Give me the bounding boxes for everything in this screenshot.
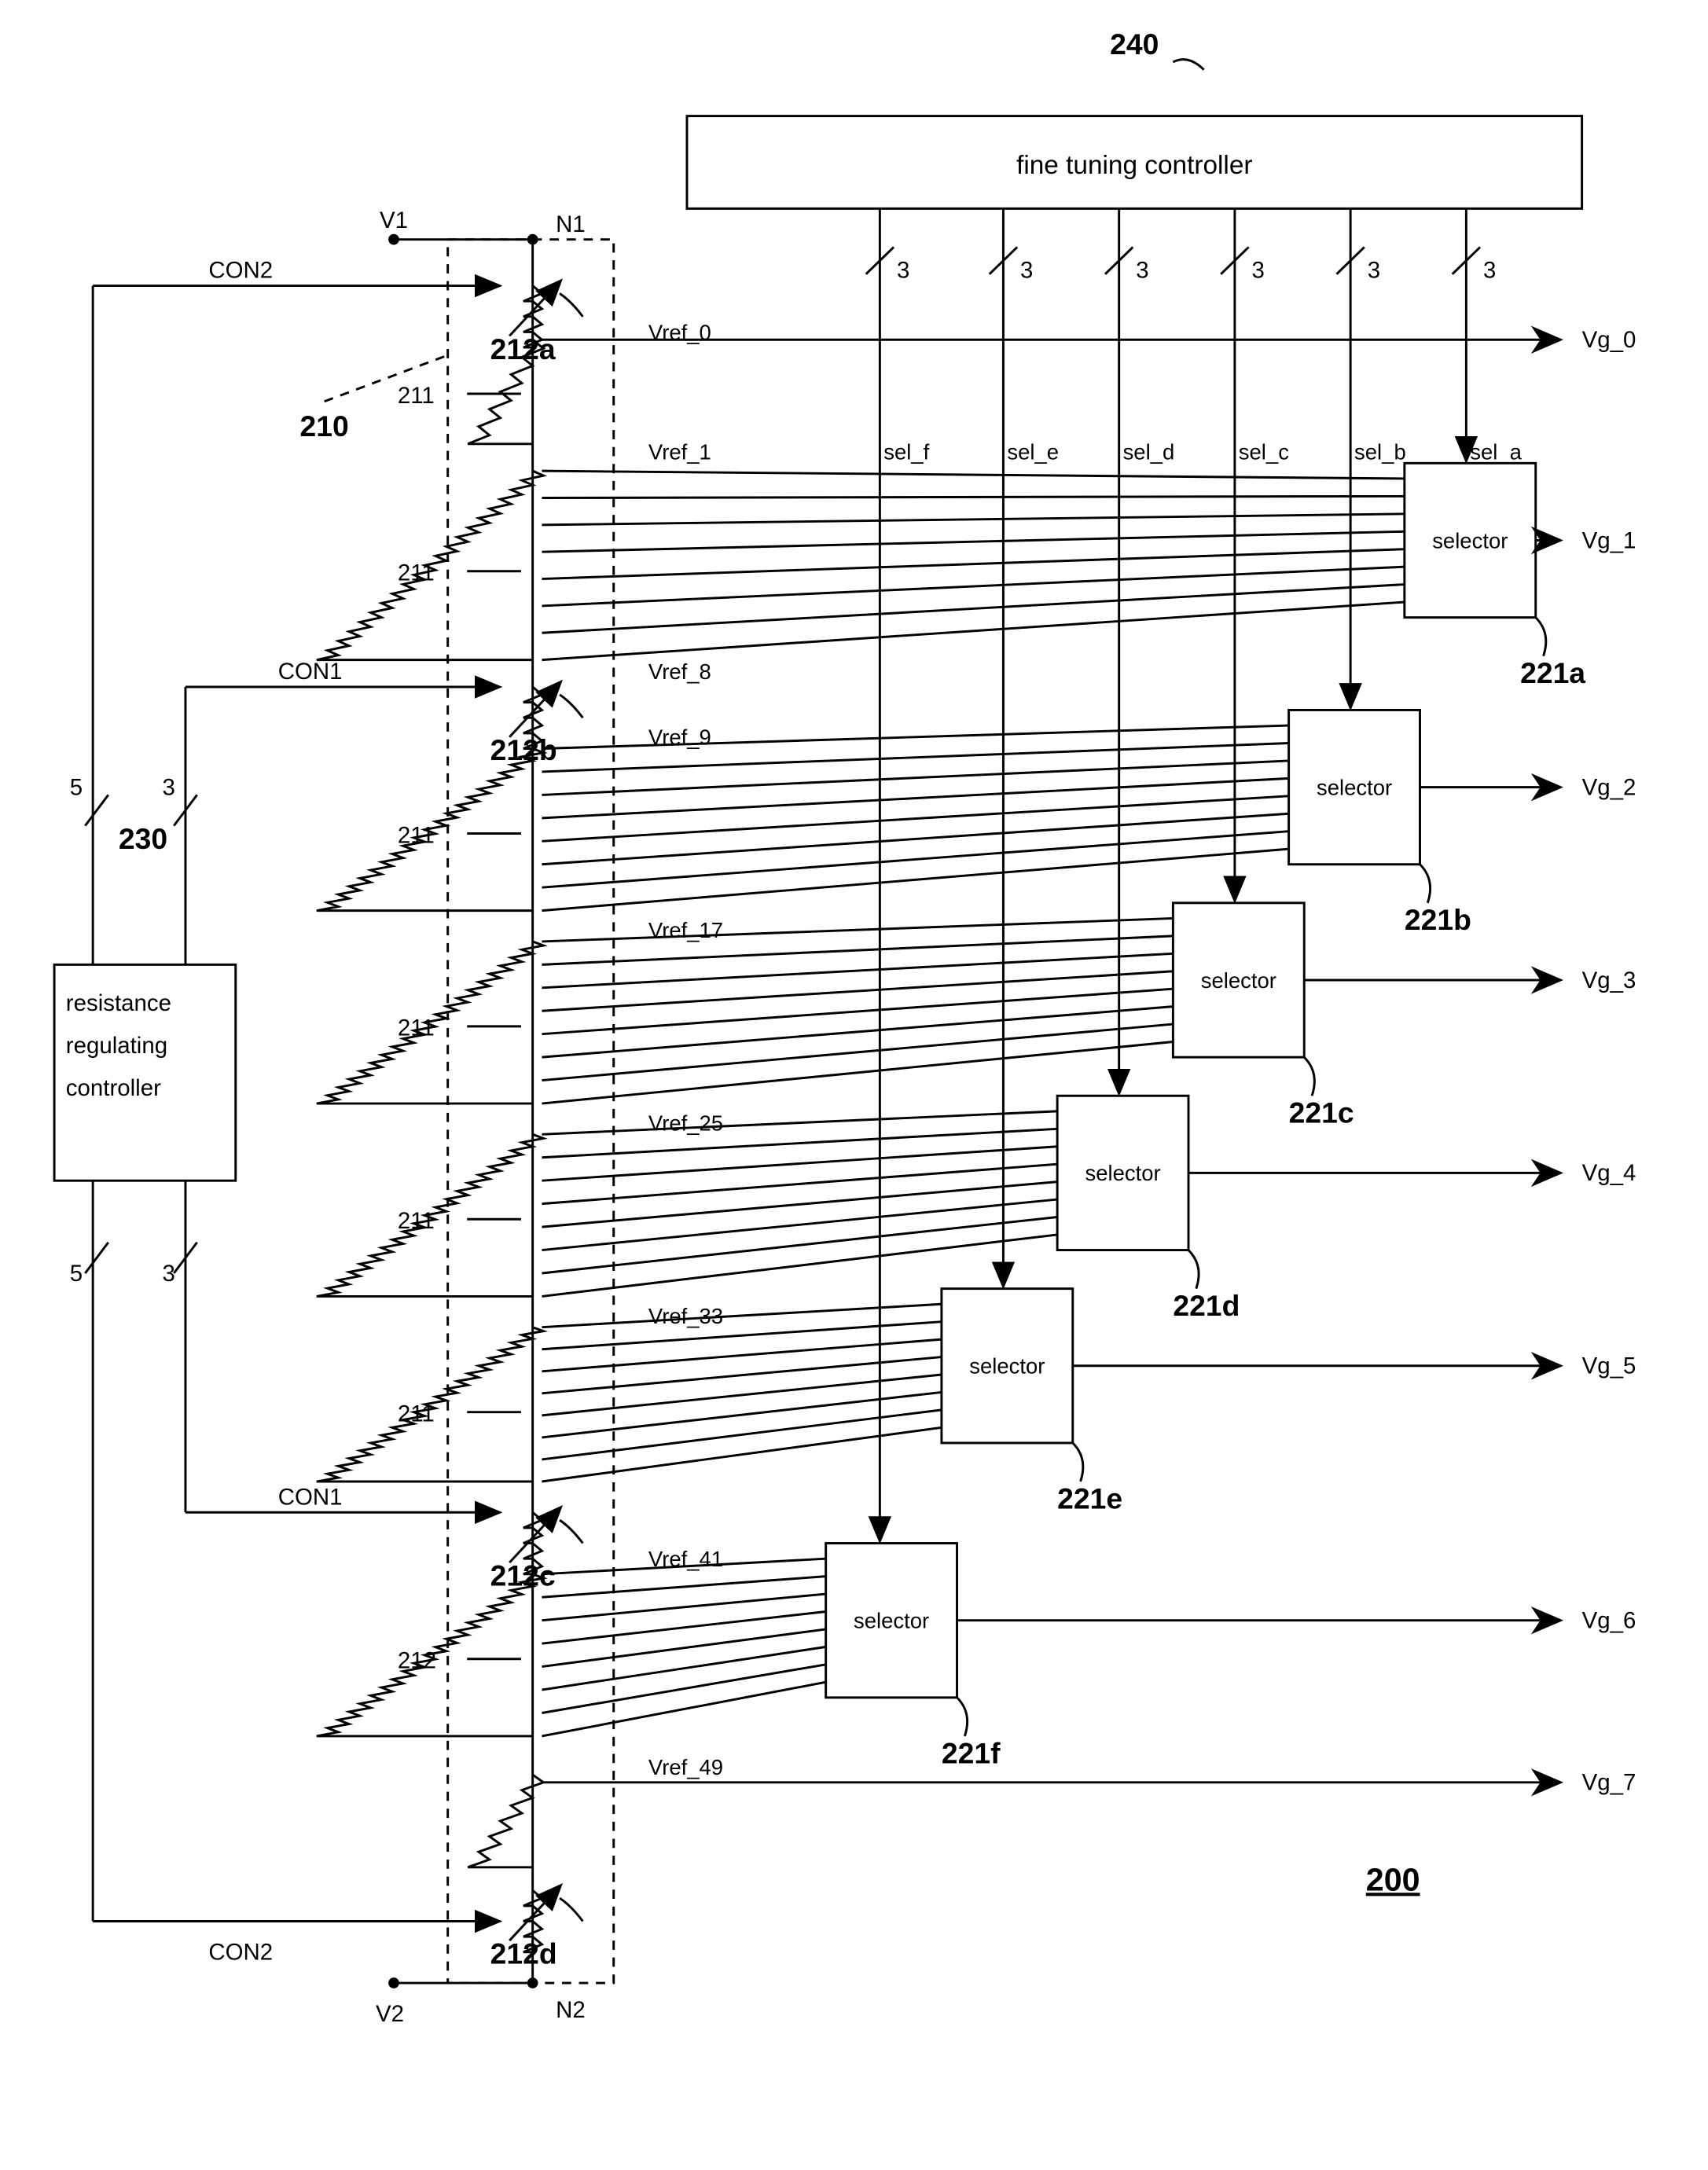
- bus-width: 3: [1251, 258, 1264, 284]
- resistor-string-ref: 210: [300, 409, 349, 442]
- vg-label: Vg_6: [1582, 1608, 1636, 1634]
- resistor-label: 211: [398, 560, 435, 586]
- figure-ref: 200: [1366, 1861, 1420, 1897]
- resistor-label: 211: [398, 822, 435, 848]
- bus-width: 3: [1368, 258, 1380, 284]
- selector-label: selector: [854, 1609, 929, 1633]
- selector-label: selector: [1432, 528, 1508, 553]
- selector-ref: 221b: [1405, 903, 1471, 936]
- vref-label: Vref_41: [648, 1547, 723, 1571]
- sel-label: sel_c: [1239, 439, 1289, 464]
- vref-label: Vref_49: [648, 1755, 723, 1779]
- bus-width: 3: [1020, 258, 1033, 284]
- fine-tuning-label: fine tuning controller: [1016, 151, 1252, 180]
- vg-label: Vg_1: [1582, 527, 1636, 553]
- resistor-label: 211: [398, 1208, 435, 1234]
- fine-tuning-ref: 240: [1110, 28, 1159, 61]
- vref-label: Vref_25: [648, 1111, 723, 1135]
- bus-width: 3: [1483, 258, 1496, 284]
- vg-label: Vg_4: [1582, 1160, 1636, 1186]
- con2-top-label: CON2: [208, 258, 273, 284]
- res-ctrl-line3: controller: [66, 1075, 161, 1101]
- selector-label: selector: [1317, 775, 1392, 799]
- fine-tuning-block: fine tuning controller 240: [687, 28, 1582, 208]
- vref-label: Vref_17: [648, 918, 723, 942]
- selector-label: selector: [1201, 968, 1276, 993]
- selector-label: selector: [969, 1354, 1045, 1379]
- con1-top-label: CON1: [278, 659, 343, 685]
- resistor-string-box: 210: [300, 240, 614, 1983]
- selector-ref: 221c: [1289, 1096, 1354, 1129]
- resistance-controller-block: resistance regulating controller 230: [54, 822, 236, 1180]
- selector-label: selector: [1085, 1161, 1160, 1185]
- vg-label: Vg_5: [1582, 1353, 1636, 1379]
- var-res-label: 212a: [490, 332, 556, 365]
- selector-ref: 221e: [1057, 1482, 1122, 1515]
- sel-label: sel_b: [1354, 439, 1406, 464]
- vref-label: Vref_8: [648, 659, 711, 684]
- var-res-label: 212d: [490, 1937, 557, 1970]
- vg-label: Vg_7: [1582, 1770, 1636, 1796]
- svg-text:5: 5: [70, 1261, 83, 1287]
- svg-text:N1: N1: [556, 211, 586, 237]
- sel-label: sel_d: [1123, 439, 1175, 464]
- vref-label: Vref_1: [648, 439, 711, 464]
- con1-bot-label: CON1: [278, 1484, 343, 1510]
- sel-label: sel_e: [1007, 439, 1059, 464]
- svg-text:3: 3: [163, 1261, 175, 1287]
- resistor-label: 212: [398, 1648, 436, 1674]
- con2-bot-label: CON2: [208, 1940, 273, 1966]
- resistor-label: 211: [398, 383, 435, 409]
- svg-text:V1: V1: [380, 207, 408, 233]
- vg-label: Vg_0: [1582, 327, 1636, 353]
- vg-label: Vg_3: [1582, 968, 1636, 993]
- svg-text:N2: N2: [556, 1997, 586, 2023]
- vg-label: Vg_2: [1582, 774, 1636, 800]
- sel-label: sel_a: [1470, 439, 1522, 464]
- res-ctrl-ref: 230: [119, 822, 167, 855]
- selector-ref: 221a: [1520, 656, 1585, 689]
- vref-label: Vref_33: [648, 1304, 723, 1328]
- selector-ref: 221f: [942, 1736, 1001, 1769]
- circuit-diagram: fine tuning controller 240 resistance re…: [16, 16, 1692, 2146]
- svg-text:V2: V2: [376, 2001, 404, 2027]
- svg-text:5: 5: [70, 774, 83, 800]
- res-ctrl-line2: regulating: [66, 1033, 167, 1059]
- resistor-label: 211: [398, 1401, 435, 1426]
- node-n2: N2 V2: [376, 1977, 586, 2027]
- resistor-label: 211: [398, 1015, 435, 1041]
- sel-label: sel_f: [883, 439, 929, 464]
- bus-width: 3: [897, 258, 909, 284]
- res-ctrl-line1: resistance: [66, 990, 171, 1016]
- svg-text:3: 3: [163, 774, 175, 800]
- selector-ref: 221d: [1173, 1289, 1240, 1322]
- vref-label: Vref_9: [648, 725, 711, 750]
- bus-width: 3: [1136, 258, 1148, 284]
